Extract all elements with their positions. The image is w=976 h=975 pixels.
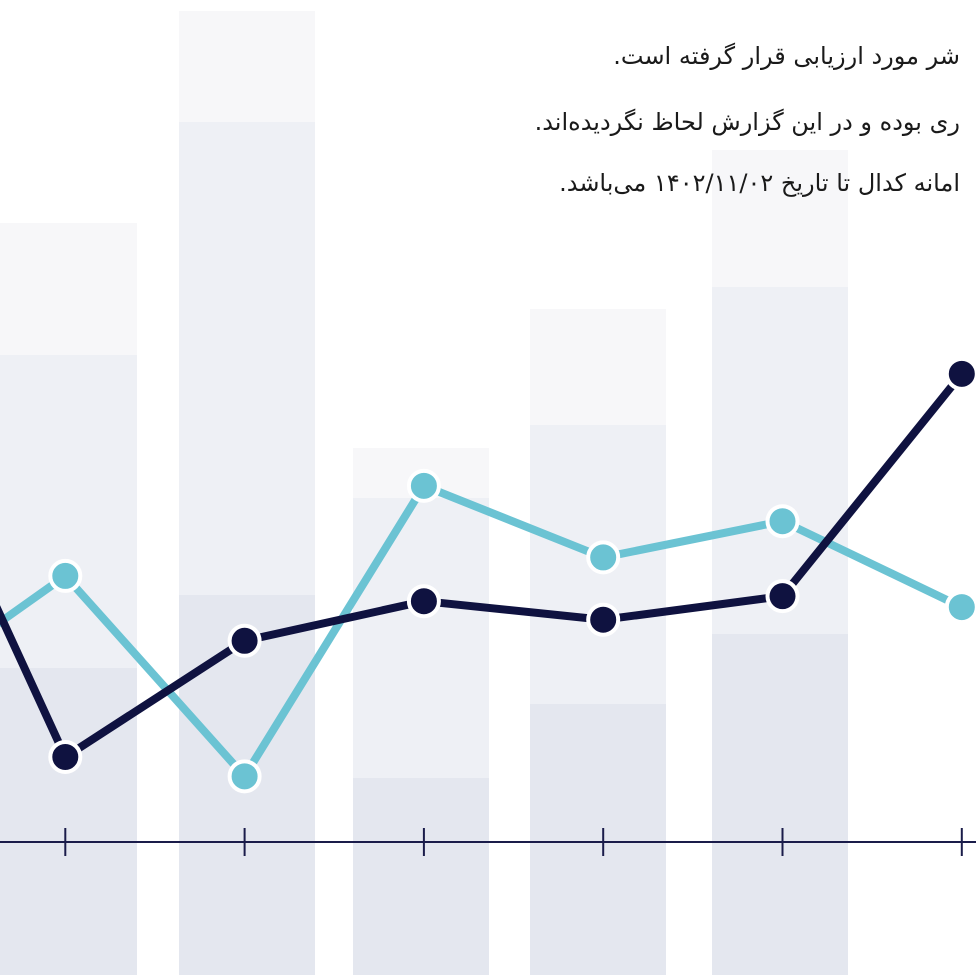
point [227,623,262,658]
column [353,778,489,975]
point [586,540,621,575]
column [530,704,666,975]
point [765,579,800,614]
column [712,634,848,975]
point [765,504,800,539]
point [406,468,441,503]
column [0,668,137,975]
point [944,356,976,391]
point [48,558,83,593]
note: شر مورد ارزیابی قرار گرفته است. [613,42,960,70]
background-columns [0,11,848,975]
note: امانه کدال تا تاریخ ۱۴۰۲/۱۱/۰۲ می‌باشد. [559,169,960,197]
note: ری بوده و در این گزارش لحاظ نگردیده‌اند. [534,108,960,136]
point [48,739,83,774]
point [944,590,976,625]
point [586,602,621,637]
point [227,759,262,794]
point [406,584,441,619]
